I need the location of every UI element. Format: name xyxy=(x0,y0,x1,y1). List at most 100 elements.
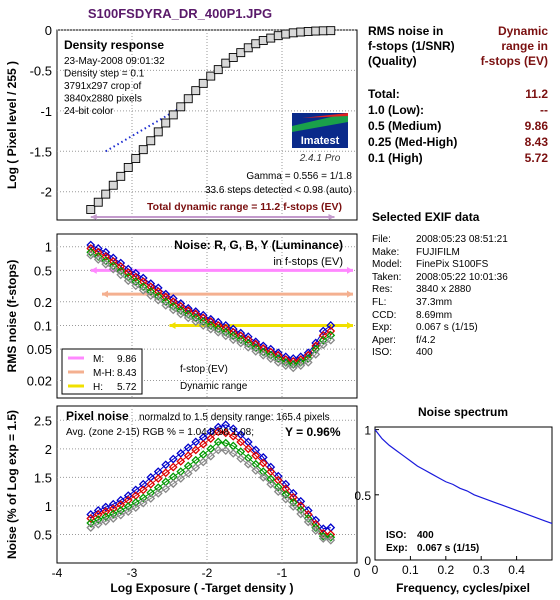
summary-header-noise-line: f-stops (1/SNR) xyxy=(368,39,455,53)
noise-point xyxy=(318,340,328,350)
pixel-noise-point xyxy=(191,437,201,447)
noise-point xyxy=(326,321,336,330)
summary-value: 9.86 xyxy=(524,119,548,133)
noise-point xyxy=(183,313,193,323)
exif-key: Aper: xyxy=(372,334,396,346)
pixel-noise-point xyxy=(168,454,178,464)
noise-point xyxy=(303,357,313,367)
plot-frame xyxy=(374,426,553,561)
noise-subtitle: in f-stops (EV) xyxy=(273,256,343,268)
summary-header-noise-line: RMS noise in xyxy=(368,24,444,38)
legend-value: 5.72 xyxy=(117,382,137,393)
threshold-arrow-left xyxy=(102,290,108,298)
pixel-noise-point xyxy=(146,488,156,498)
density-point xyxy=(138,145,148,155)
exif-aper: Aper: f/4.2 xyxy=(372,335,552,348)
density-point xyxy=(311,26,321,36)
noise-point xyxy=(131,281,141,291)
x-tick-label: 0.4 xyxy=(508,563,525,577)
gamma-note: Gamma = 0.556 = 1/1.8 xyxy=(246,171,352,182)
pixel-noise-point xyxy=(326,532,336,542)
pixel-noise-chart: 2.5 2 1.5 1 0.5 -4 -3 -2 -1 0 Noise (% of Log exp … xyxy=(5,405,361,595)
density-point xyxy=(296,27,306,37)
density-point xyxy=(108,180,118,190)
threshold-arrow-right xyxy=(347,321,353,329)
pixel-noise-point xyxy=(153,474,163,483)
density-point xyxy=(153,127,163,137)
density-point xyxy=(101,189,111,199)
y-tick-label: 0.02 xyxy=(27,374,52,389)
y-tick-label: 0.1 xyxy=(34,318,52,333)
noise-point xyxy=(138,285,148,295)
y-tick-label: -1 xyxy=(40,104,52,119)
pixel-noise-point xyxy=(108,514,118,523)
exif-key: File: xyxy=(372,234,391,245)
y-axis-label: RMS noise (f-stops) xyxy=(5,260,19,373)
density-point xyxy=(183,94,193,104)
noise-point xyxy=(243,342,253,352)
noise-point xyxy=(258,350,268,360)
pixel-noise-point xyxy=(138,498,148,508)
density-point xyxy=(273,31,283,41)
noise-point xyxy=(251,337,261,347)
noise-spectrum-chart: Noise spectrum 0 0.1 0.2 0.3 0.4 1 0.5 0 ISO: 400 E… xyxy=(355,405,553,595)
pixel-noise-point xyxy=(138,479,148,489)
pixel-noise-point xyxy=(168,479,178,489)
noise-point xyxy=(326,330,336,340)
exif-value: 37.3mm xyxy=(416,296,453,308)
pixel-noise-point xyxy=(108,499,118,509)
pixel-noise-point xyxy=(281,494,291,504)
summary-value: 11.2 xyxy=(525,87,548,101)
pixel-noise-point xyxy=(116,495,126,505)
summary-label: 0.25 (Med-High) xyxy=(368,135,458,149)
noise-point xyxy=(191,317,201,327)
pixel-noise-point xyxy=(168,462,178,472)
pixel-noise-point xyxy=(251,445,261,455)
noise-point xyxy=(273,357,283,367)
legend-note: Dynamic range xyxy=(180,381,248,392)
total-range-arrow-right xyxy=(328,214,335,220)
density-point xyxy=(266,33,276,43)
pixel-noise-point xyxy=(131,498,141,507)
noise-point xyxy=(311,349,321,359)
pixel-noise-point xyxy=(213,422,223,432)
pixel-noise-point xyxy=(116,510,126,520)
pixel-noise-point xyxy=(101,516,111,526)
pixel-noise-title: Pixel noise xyxy=(66,409,129,423)
legend-note: f-stop (EV) xyxy=(180,364,228,375)
noise-point xyxy=(281,361,291,370)
noise-point xyxy=(296,355,306,364)
pixel-noise-point xyxy=(258,467,268,477)
noise-point xyxy=(116,262,126,271)
pixel-noise-point xyxy=(228,431,238,441)
density-point xyxy=(221,58,231,68)
pixel-noise-point xyxy=(161,484,171,494)
spectrum-note-key: Exp: xyxy=(386,543,408,554)
imatest-version: 2.4.1 Pro xyxy=(299,153,341,164)
density-point xyxy=(116,171,126,181)
noise-point xyxy=(146,291,156,300)
summary-value: 8.43 xyxy=(524,135,548,149)
summary-value: -- xyxy=(540,103,548,117)
noise-point xyxy=(296,352,306,362)
pixel-noise-point xyxy=(191,463,201,473)
noise-point xyxy=(116,270,126,280)
pixel-noise-point xyxy=(123,502,133,511)
noise-point xyxy=(101,247,111,257)
exif-title: Selected EXIF data xyxy=(372,210,480,224)
pixel-noise-point xyxy=(116,500,126,510)
exif-key: Taken: xyxy=(372,271,402,283)
total-range-label: Total dynamic range = 11.2 f-stops (EV) xyxy=(147,201,342,213)
noise-point xyxy=(168,305,178,315)
x-tick-label: -1 xyxy=(277,566,288,580)
exif-value: 2008:05:22 10:01:36 xyxy=(416,271,508,283)
summary-label: Total: xyxy=(368,87,400,101)
summary-row-high: 0.1 (High) 5.72 xyxy=(368,151,548,167)
density-info-line: 24-bit color xyxy=(64,106,114,117)
noise-point xyxy=(93,254,103,264)
noise-point xyxy=(236,338,246,348)
summary-header-range: Dynamic range in f-stops (EV) xyxy=(458,24,548,69)
noise-point xyxy=(221,331,231,341)
pixel-noise-point xyxy=(288,502,298,511)
noise-point xyxy=(131,272,141,282)
